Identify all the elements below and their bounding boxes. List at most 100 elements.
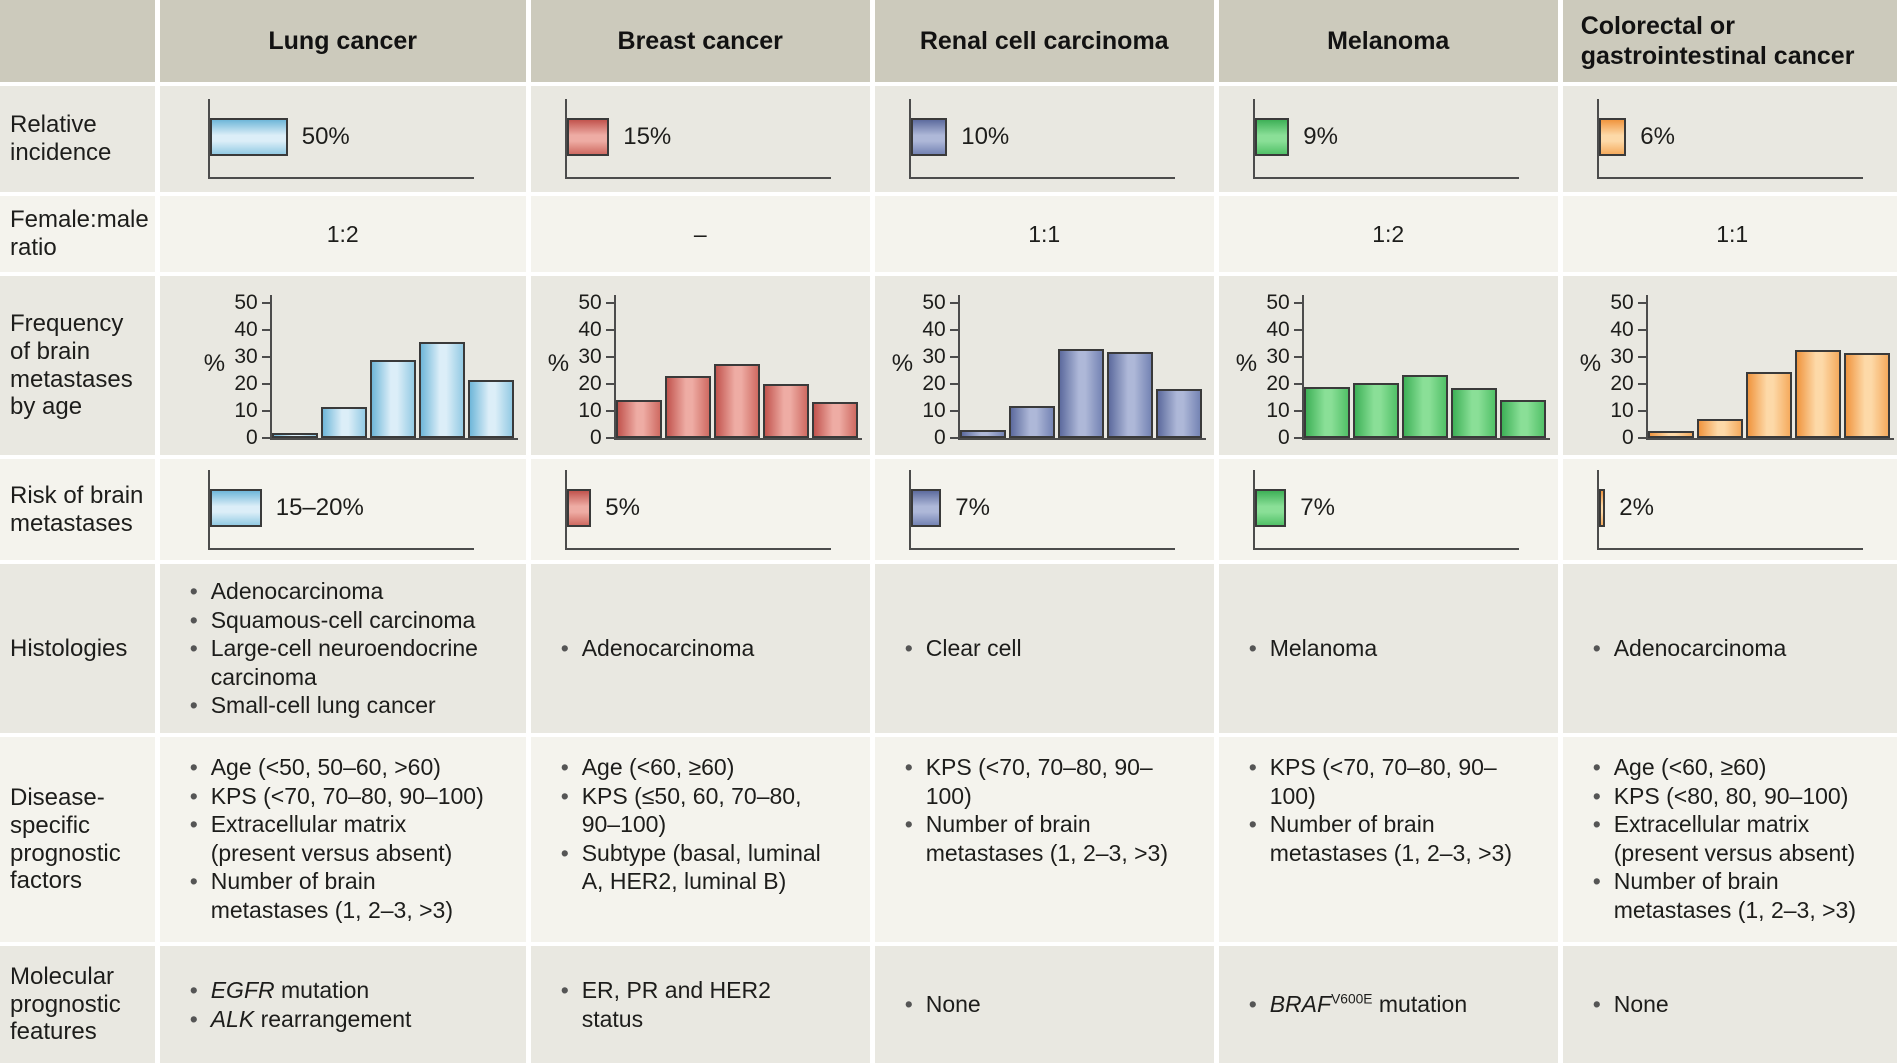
- freq-bar: [762, 384, 809, 438]
- y-tick-mark: [261, 437, 270, 439]
- column-header-text: Lung cancer: [268, 26, 418, 55]
- y-axis: [957, 295, 960, 440]
- list-item: KPS (≤50, 60, 70–80, 90–100): [561, 782, 836, 839]
- prognostic-factors-cell: Age (<60, ≥60)KPS (≤50, 60, 70–80, 90–10…: [530, 737, 870, 942]
- y-tick-mark: [1637, 383, 1646, 385]
- molecular-features-list: BRAFV600E mutation: [1249, 990, 1524, 1019]
- risk-bar: [1599, 488, 1606, 527]
- row-label-molecular-features: Molecular prognostic features: [0, 946, 155, 1063]
- frequency-plot: [261, 290, 518, 440]
- freq-bar: [1499, 400, 1546, 438]
- incidence-bar: [1255, 118, 1290, 156]
- freq-bar: [369, 359, 416, 438]
- y-tick-mark: [949, 437, 958, 439]
- frequency-plot: [1637, 290, 1894, 440]
- y-tick-label: 20: [1266, 372, 1290, 395]
- relative-incidence-cell: 50%: [159, 86, 526, 192]
- relative-incidence-chart: 15%: [565, 99, 835, 179]
- x-axis: [957, 438, 1206, 440]
- freq-bar: [1843, 352, 1890, 438]
- risk-bar: [911, 488, 942, 527]
- female-male-ratio-cell: 1:2: [159, 196, 526, 272]
- row-label-risk-of-brain-metastases: Risk of brain metastases: [0, 459, 155, 560]
- y-tick-mark: [1637, 356, 1646, 358]
- list-item: Melanoma: [1249, 634, 1524, 663]
- risk-bar: [1255, 488, 1287, 527]
- y-axis: [207, 99, 210, 179]
- list-item: Age (<60, ≥60): [1593, 753, 1868, 782]
- y-tick-label: 50: [234, 291, 258, 314]
- y-tick-label: 30: [578, 345, 602, 368]
- column-header: Lung cancer: [159, 0, 526, 82]
- list-item: ER, PR and HER2 status: [561, 976, 836, 1033]
- prognostic-factors-cell: KPS (<70, 70–80, 90–100)Number of brain …: [874, 737, 1214, 942]
- row-label-prognostic-factors: Disease-specific prognostic factors: [0, 737, 155, 942]
- relative-incidence-chart: 50%: [207, 99, 478, 179]
- y-axis: [1253, 469, 1256, 550]
- prognostic-factors-list: KPS (<70, 70–80, 90–100)Number of brain …: [1249, 753, 1524, 867]
- freq-bar: [1745, 371, 1792, 438]
- list-item: Clear cell: [905, 634, 1180, 663]
- ratio-value: –: [693, 220, 707, 247]
- y-tick-label: 20: [234, 372, 258, 395]
- histologies-list: Melanoma: [1249, 634, 1524, 663]
- female-male-ratio-cell: 1:1: [1562, 196, 1897, 272]
- risk-cell: 2%: [1562, 459, 1897, 560]
- molecular-features-cell: None: [1562, 946, 1897, 1063]
- freq-bar: [1696, 419, 1743, 438]
- risk-value-label: 7%: [1300, 493, 1335, 521]
- risk-cell: 15–20%: [159, 459, 526, 560]
- column-renal-cell-carcinoma: Renal cell carcinoma 10% 1:1 % 0 10 20 30 40…: [874, 0, 1214, 1063]
- y-axis-unit-label: %: [1235, 350, 1258, 377]
- prognostic-factors-cell: Age (<60, ≥60)KPS (<80, 80, 90–100)Extra…: [1562, 737, 1897, 942]
- y-axis-unit-label: %: [891, 350, 914, 377]
- y-tick-label: 0: [1622, 426, 1634, 449]
- prognostic-factors-list: Age (<60, ≥60)KPS (≤50, 60, 70–80, 90–10…: [561, 753, 836, 896]
- frequency-by-age-cell: % 0 10 20 30 40 50: [874, 276, 1214, 455]
- incidence-bar: [209, 118, 288, 156]
- x-axis: [909, 547, 1176, 550]
- frequency-by-age-chart: % 0 10 20 30 40 50: [546, 290, 862, 449]
- freq-bar: [1008, 405, 1055, 438]
- y-axis-unit-label: %: [203, 350, 226, 377]
- y-tick-mark: [605, 410, 614, 412]
- freq-bar: [418, 342, 465, 438]
- list-item: KPS (<70, 70–80, 90–100): [905, 753, 1180, 810]
- histologies-cell: Adenocarcinoma: [530, 564, 870, 733]
- list-item: BRAFV600E mutation: [1249, 990, 1524, 1019]
- list-item: Number of brain metastases (1, 2–3, >3): [905, 810, 1180, 867]
- y-axis: [1645, 295, 1648, 440]
- list-item: Extracellular matrix (present versus abs…: [1593, 810, 1868, 867]
- freq-bar: [320, 406, 367, 438]
- y-tick-label: 0: [934, 426, 946, 449]
- list-item: Subtype (basal, luminal A, HER2, luminal…: [561, 839, 836, 896]
- risk-value-label: 15–20%: [275, 493, 364, 521]
- y-tick-label: 10: [1610, 399, 1634, 422]
- column-header-text: Breast cancer: [617, 26, 783, 55]
- y-tick-label: 0: [590, 426, 602, 449]
- list-item: None: [1593, 990, 1868, 1019]
- incidence-value-label: 10%: [961, 123, 1010, 150]
- incidence-bar: [1599, 118, 1627, 156]
- freq-bar: [713, 363, 760, 438]
- risk-chart: 2%: [1597, 469, 1867, 550]
- molecular-features-cell: None: [874, 946, 1214, 1063]
- y-tick-mark: [1293, 437, 1302, 439]
- y-axis: [565, 469, 568, 550]
- list-item: EGFR mutation: [190, 976, 492, 1005]
- list-item: Age (<50, 50–60, >60): [190, 753, 492, 782]
- list-item: Squamous-cell carcinoma: [190, 606, 492, 635]
- frequency-plot: [949, 290, 1206, 440]
- y-tick-label: 10: [922, 399, 946, 422]
- row-labels-column: Relative incidence Female:male ratio Fre…: [0, 0, 155, 1063]
- y-tick-mark: [949, 302, 958, 304]
- y-tick-mark: [1293, 329, 1302, 331]
- prognostic-factors-cell: Age (<50, 50–60, >60)KPS (<70, 70–80, 90…: [159, 737, 526, 942]
- relative-incidence-cell: 9%: [1218, 86, 1558, 192]
- column-header: Colorectal or gastrointestinal cancer: [1562, 0, 1897, 82]
- y-tick-mark: [261, 302, 270, 304]
- list-item: Extracellular matrix (present versus abs…: [190, 810, 492, 867]
- y-tick-label: 40: [1610, 318, 1634, 341]
- y-tick-mark: [261, 329, 270, 331]
